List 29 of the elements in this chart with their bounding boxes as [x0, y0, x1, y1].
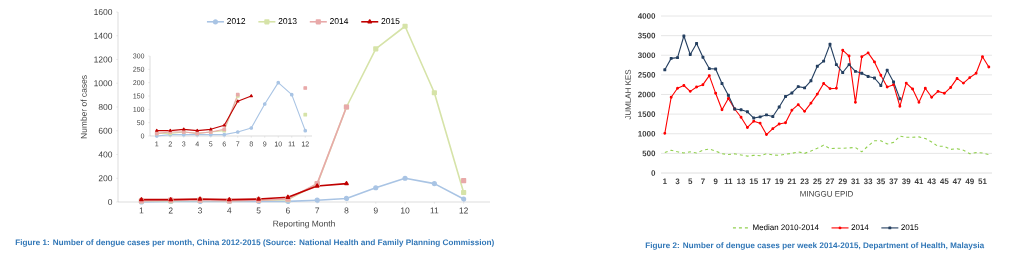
x-tick-label: 10: [400, 207, 410, 214]
x-tick-label: 3: [197, 207, 203, 214]
y-tick-label: 0: [108, 199, 113, 205]
y-axis-title: Number of cases: [80, 75, 87, 139]
legend-label: 2015: [381, 18, 400, 25]
y-tick-label: 1400: [94, 32, 113, 39]
x-tick-label: 4: [227, 207, 232, 214]
x-axis-title: Reporting Month: [273, 220, 335, 229]
x-tick-label: 12: [459, 207, 468, 214]
y-tick-label: 1200: [94, 56, 113, 63]
caption: Figure 2: Number of dengue cases per week 2014-2015, Department of Health, Malaysia: [645, 242, 985, 250]
x-tick-label: 5: [256, 207, 261, 214]
x-tick-label: 6: [285, 207, 290, 214]
x-tick-label: 7: [315, 207, 320, 214]
y-tick-label: 1000: [94, 80, 113, 87]
y-tick-label: 600: [98, 127, 113, 134]
caption: Figure 1: Number of dengue cases per month, China 2012-2015 (Source: National Health and Family Planning Commission): [15, 239, 494, 247]
legend-label: 2012: [227, 18, 246, 25]
y-tick-label: 400: [98, 151, 113, 158]
y-tick-label: 1600: [94, 9, 113, 15]
x-tick-label: 2: [168, 207, 173, 214]
x-tick-label: 1: [139, 207, 144, 214]
y-tick-label: 200: [98, 175, 113, 182]
x-tick-label: 9: [373, 207, 378, 214]
x-tick-label: 11: [430, 207, 439, 214]
y-tick-label: 800: [98, 104, 113, 110]
legend-label: 2014: [330, 18, 349, 25]
legend-label: 2013: [278, 18, 297, 25]
x-tick-label: 8: [344, 207, 349, 214]
